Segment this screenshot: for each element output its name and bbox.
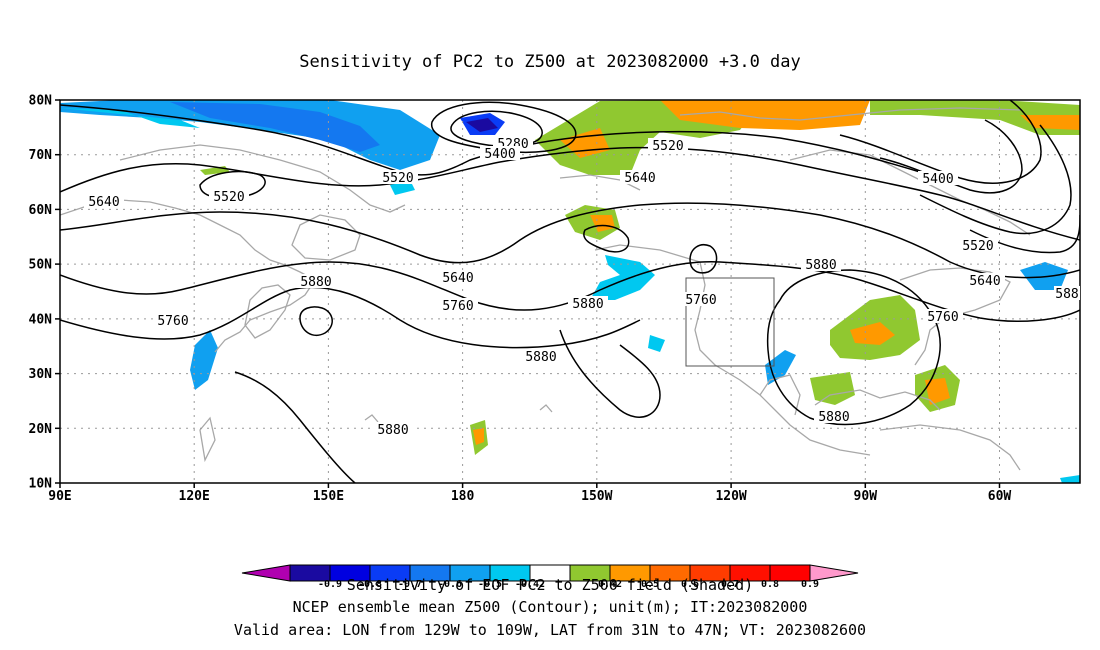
lat-label: 60N xyxy=(29,203,53,218)
contour-label: 5760 xyxy=(685,293,716,308)
colorbar-tick-label: -0.9 xyxy=(318,579,342,590)
gridlines xyxy=(60,100,1080,483)
contour-label: 5400 xyxy=(922,172,953,187)
colorbar-tick-label: 0.42 xyxy=(598,579,622,590)
contour-label: 5640 xyxy=(442,271,473,286)
colorbar-tick-label: 0.8 xyxy=(761,579,779,590)
contour-label: 5640 xyxy=(624,171,655,186)
lat-label: 10N xyxy=(29,477,53,492)
lon-label: 60W xyxy=(988,489,1012,504)
lat-label: 70N xyxy=(29,148,53,163)
tick-marks xyxy=(55,99,1001,488)
caption-line-1: Sensitivity of EOF PC2 to Z500 field (Sh… xyxy=(347,576,753,594)
contour-label: 5880 xyxy=(377,423,408,438)
lat-label: 40N xyxy=(29,312,53,327)
lon-label: 90E xyxy=(48,489,71,504)
lon-label: 150W xyxy=(581,489,612,504)
coastlines xyxy=(60,107,1031,471)
lon-label: 90W xyxy=(854,489,878,504)
colorbar-tick-label: -0.5 xyxy=(478,579,502,590)
colorbar-tick-label: 0.6 xyxy=(681,579,699,590)
contour-label: 5880 xyxy=(572,297,603,312)
lat-label: 80N xyxy=(29,94,53,109)
contour-label: 5880 xyxy=(805,258,836,273)
valid-area-box xyxy=(685,277,775,367)
caption-line-3: Valid area: LON from 129W to 109W, LAT f… xyxy=(234,621,866,639)
caption-line-2: NCEP ensemble mean Z500 (Contour); unit(… xyxy=(293,598,808,616)
contour-label: 5760 xyxy=(442,299,473,314)
lon-label: 180 xyxy=(451,489,475,504)
contour-label: 5520 xyxy=(382,171,413,186)
colorbar-cells xyxy=(289,564,811,582)
lon-label: 120W xyxy=(715,489,746,504)
contour-label: 5520 xyxy=(652,139,683,154)
lon-label: 120E xyxy=(179,489,210,504)
contour-label: 5880 xyxy=(818,410,849,425)
lat-label: 50N xyxy=(29,258,53,273)
contour-label: 588 xyxy=(1055,287,1078,302)
contour-label: 5640 xyxy=(969,274,1000,289)
colorbar-tick-label: -0.7 xyxy=(398,579,422,590)
contour-label: 5760 xyxy=(157,314,188,329)
z500-contours xyxy=(60,100,1080,483)
contour-labels: 5280 5400 5520 5520 5640 5640 5520 5400 … xyxy=(84,136,1080,438)
longitude-labels: 90E 120E 150E 180 150W 120W 90W 60W xyxy=(48,489,1011,504)
colorbar-tick-label: 0.7 xyxy=(721,579,739,590)
contour-label: 5520 xyxy=(213,190,244,205)
lat-label: 30N xyxy=(29,367,53,382)
colorbar-tick-label: -0.8 xyxy=(358,579,382,590)
colorbar-tick-label: -0.42 xyxy=(515,579,545,590)
colorbar-ticks: -0.9 -0.8 -0.7 -0.6 -0.5 -0.42 0.42 0.5 0.6 0.7 0.… xyxy=(318,579,819,590)
contour-label: 5880 xyxy=(525,350,556,365)
latitude-labels: 80N 70N 60N 50N 40N 30N 20N 10N xyxy=(29,94,53,492)
colorbar-high-triangle xyxy=(809,564,859,582)
contour-label: 5520 xyxy=(962,239,993,254)
colorbar-tick-label: -0.6 xyxy=(438,579,462,590)
contour-label: 5880 xyxy=(300,275,331,290)
map-panel xyxy=(55,99,1081,488)
contour-label: 5640 xyxy=(88,195,119,210)
colorbar: -0.9 -0.8 -0.7 -0.6 -0.5 -0.42 0.42 0.5 0.6 0.7 0.… xyxy=(241,564,859,590)
colorbar-low-triangle xyxy=(241,564,291,582)
contour-label: 5760 xyxy=(927,310,958,325)
lon-label: 150E xyxy=(313,489,344,504)
lat-label: 20N xyxy=(29,422,53,437)
colorbar-tick-label: 0.9 xyxy=(801,579,819,590)
colorbar-tick-label: 0.5 xyxy=(641,579,659,590)
map-title: Sensitivity of PC2 to Z500 at 2023082000… xyxy=(299,52,801,72)
contour-label: 5400 xyxy=(484,147,515,162)
